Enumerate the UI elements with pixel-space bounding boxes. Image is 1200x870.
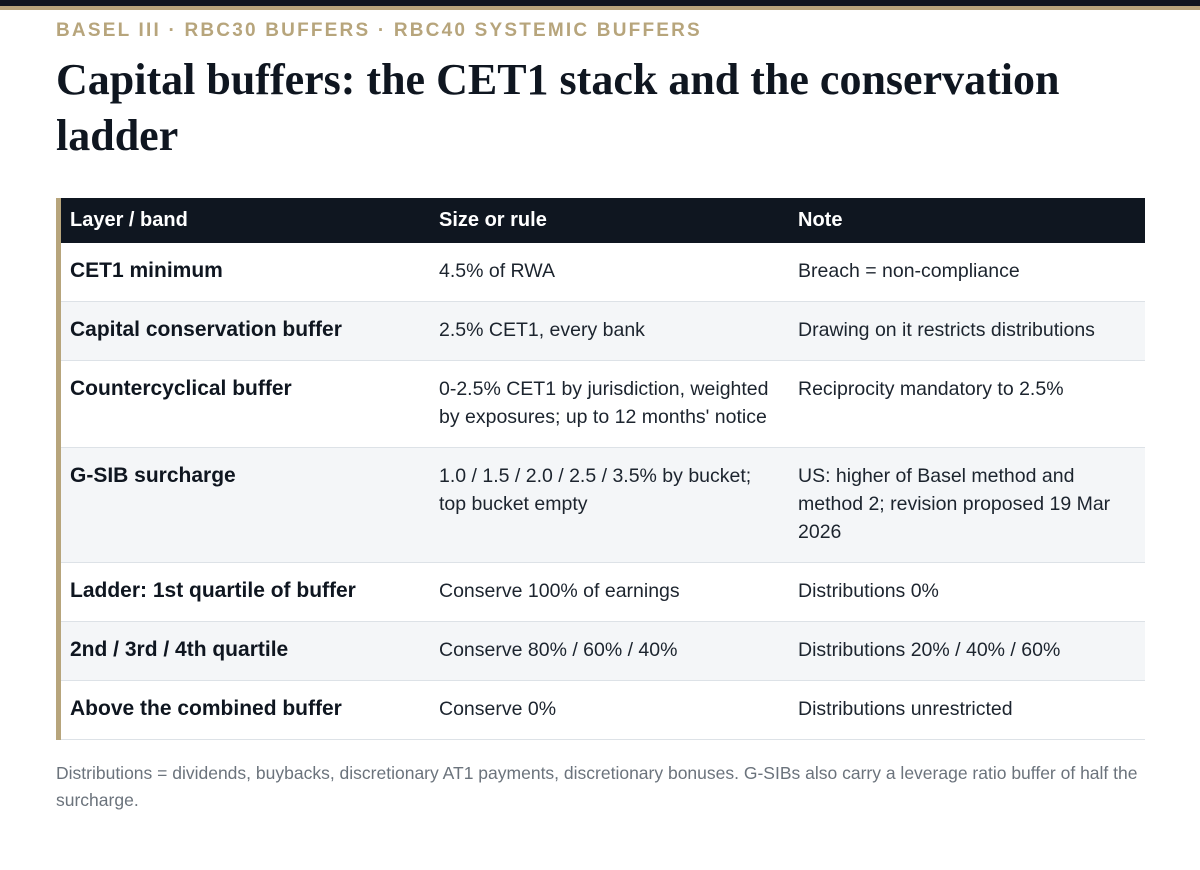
row-rule: 4.5% of RWA <box>430 243 789 302</box>
row-layer: 2nd / 3rd / 4th quartile <box>61 621 430 681</box>
table-row: Ladder: 1st quartile of buffer Conserve … <box>61 562 1145 622</box>
row-note: Distributions 20% / 40% / 60% <box>789 621 1145 681</box>
buffer-table: Layer / band Size or rule Note CET1 mini… <box>61 198 1145 740</box>
row-note: US: higher of Basel method and method 2;… <box>789 447 1145 563</box>
row-layer: G-SIB surcharge <box>61 447 430 563</box>
table-row: CET1 minimum 4.5% of RWA Breach = non-co… <box>61 243 1145 302</box>
row-note: Breach = non-compliance <box>789 243 1145 302</box>
row-note: Reciprocity mandatory to 2.5% <box>789 360 1145 448</box>
table-row: 2nd / 3rd / 4th quartile Conserve 80% / … <box>61 621 1145 681</box>
column-header-size-rule: Size or rule <box>430 198 789 243</box>
row-layer: Above the combined buffer <box>61 680 430 740</box>
table-row: Countercyclical buffer 0-2.5% CET1 by ju… <box>61 360 1145 448</box>
column-header-note: Note <box>789 198 1145 243</box>
column-header-layer: Layer / band <box>61 198 430 243</box>
row-layer: Countercyclical buffer <box>61 360 430 448</box>
table-header: Layer / band Size or rule Note <box>61 198 1145 243</box>
row-rule: Conserve 100% of earnings <box>430 562 789 622</box>
footnote: Distributions = dividends, buybacks, dis… <box>56 763 1138 810</box>
row-rule: 0-2.5% CET1 by jurisdiction, weighted by… <box>430 360 789 448</box>
table-row: Capital conservation buffer 2.5% CET1, e… <box>61 301 1145 361</box>
buffer-table-container: Layer / band Size or rule Note CET1 mini… <box>56 198 1150 740</box>
header-row: Layer / band Size or rule Note <box>61 198 1145 243</box>
row-note: Distributions 0% <box>789 562 1145 622</box>
table-row: Above the combined buffer Conserve 0% Di… <box>61 680 1145 740</box>
table-row: G-SIB surcharge 1.0 / 1.5 / 2.0 / 2.5 / … <box>61 447 1145 563</box>
row-note: Distributions unrestricted <box>789 680 1145 740</box>
row-rule: Conserve 80% / 60% / 40% <box>430 621 789 681</box>
top-rule <box>0 0 1200 10</box>
row-rule: Conserve 0% <box>430 680 789 740</box>
row-rule: 2.5% CET1, every bank <box>430 301 789 361</box>
page-title: Capital buffers: the CET1 stack and the … <box>56 55 1060 160</box>
kicker: BASEL III · RBC30 BUFFERS · RBC40 SYSTEM… <box>56 20 702 41</box>
row-layer: Ladder: 1st quartile of buffer <box>61 562 430 622</box>
row-layer: Capital conservation buffer <box>61 301 430 361</box>
row-rule: 1.0 / 1.5 / 2.0 / 2.5 / 3.5% by bucket; … <box>430 447 789 563</box>
table-body: CET1 minimum 4.5% of RWA Breach = non-co… <box>61 243 1145 740</box>
row-note: Drawing on it restricts distributions <box>789 301 1145 361</box>
row-layer: CET1 minimum <box>61 243 430 302</box>
